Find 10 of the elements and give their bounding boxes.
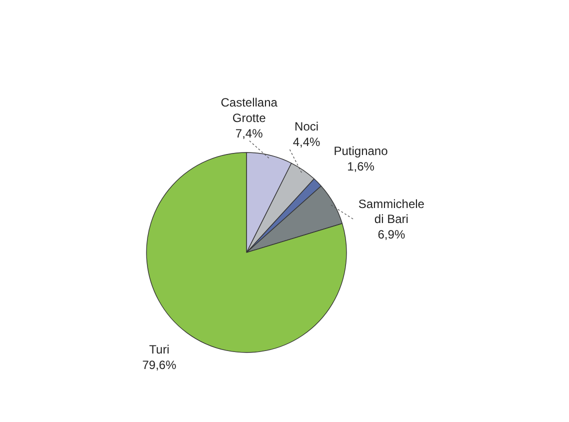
data-label: 4,4%	[292, 134, 321, 149]
slice-label: Castellana Grotte	[220, 96, 278, 126]
slice-label: Putignano	[334, 144, 388, 158]
data-label: 79,6%	[142, 358, 177, 372]
data-label: 1,6%	[347, 160, 375, 174]
slice-label: Turi	[149, 342, 170, 357]
data-label: 7,4%	[235, 126, 264, 140]
data-label: 6,9%	[378, 228, 406, 242]
slice-label: Sammichele di Bari	[358, 196, 425, 226]
slice-label: Noci	[294, 119, 319, 134]
